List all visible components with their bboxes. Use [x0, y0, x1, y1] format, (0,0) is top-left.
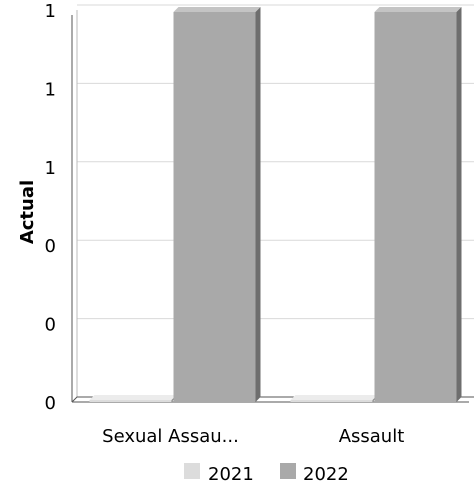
y-tick-label: 1 [45, 158, 56, 179]
legend: 2021 2022 [184, 463, 349, 485]
bar [290, 400, 373, 402]
bar-top [374, 7, 462, 12]
bar-top [173, 7, 261, 12]
x-category-label: Sexual Assau... [102, 426, 239, 447]
legend-swatch [184, 463, 200, 479]
bar-top [89, 395, 177, 400]
x-categories: Sexual Assau... Assault [102, 426, 404, 447]
bar [374, 12, 457, 402]
bar [89, 400, 172, 402]
legend-label: 2021 [208, 464, 254, 485]
y-tick-label: 1 [45, 1, 56, 22]
y-tick-label: 1 [45, 79, 56, 100]
bar [173, 12, 256, 402]
bars [89, 7, 462, 402]
bar-side [255, 7, 261, 402]
y-tick-label: 0 [45, 393, 56, 414]
legend-label: 2022 [303, 464, 349, 485]
bar-top [290, 395, 378, 400]
x-category-label: Assault [339, 426, 405, 447]
y-axis-title: Actual [17, 180, 38, 244]
bar-side [456, 7, 462, 402]
legend-swatch [280, 463, 296, 479]
y-tick-label: 0 [45, 236, 56, 257]
y-ticks: 0 0 0 1 1 1 [45, 1, 56, 414]
y-tick-label: 0 [45, 315, 56, 336]
